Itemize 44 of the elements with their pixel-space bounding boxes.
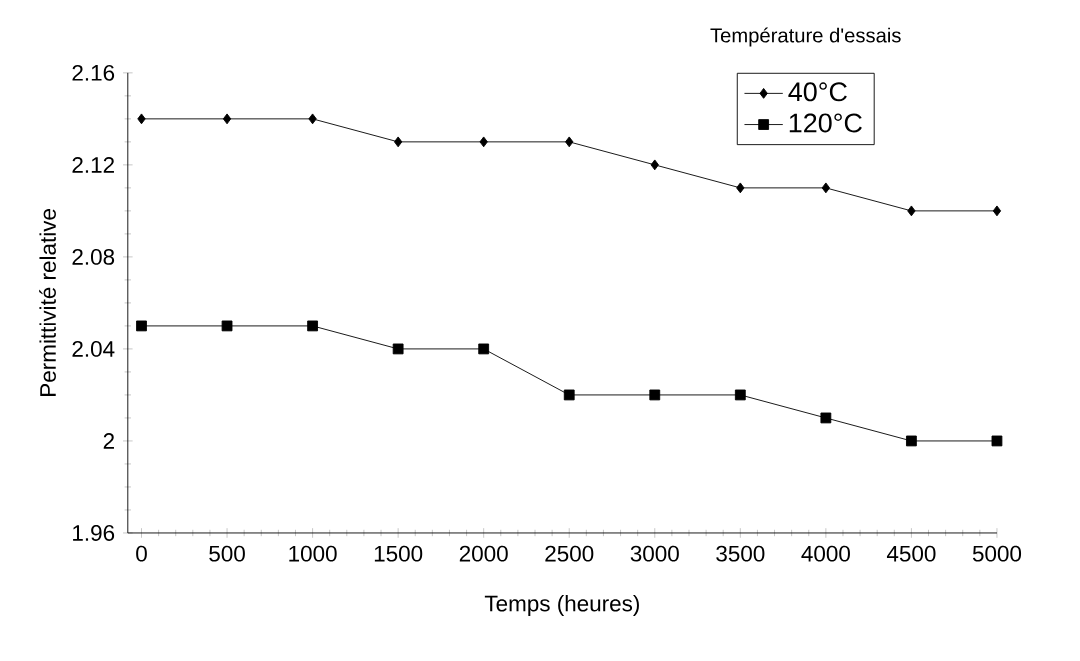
point bbox=[906, 435, 917, 447]
point bbox=[734, 389, 746, 401]
point bbox=[392, 343, 404, 355]
point bbox=[565, 136, 574, 148]
point bbox=[222, 113, 232, 125]
x-tick-label: 4000 bbox=[801, 545, 850, 562]
point bbox=[136, 320, 147, 332]
y-tick-label: 1.96 bbox=[73, 525, 115, 542]
x-tick-label: 3500 bbox=[716, 545, 765, 562]
y-tick-label: 2.04 bbox=[72, 341, 115, 357]
point bbox=[393, 136, 403, 148]
point bbox=[308, 113, 317, 125]
x-axis-title: Temps (heures) bbox=[484, 595, 639, 617]
x-tick-label: 5000 bbox=[972, 545, 1022, 562]
y-tick-label: 2 bbox=[103, 433, 114, 449]
point bbox=[307, 320, 318, 332]
point bbox=[137, 113, 146, 125]
x-tick-label: 2000 bbox=[459, 545, 508, 562]
legend-title: Température d'essais bbox=[710, 27, 901, 47]
x-tick-label: 4500 bbox=[886, 545, 936, 562]
point bbox=[992, 205, 1002, 217]
x-tick-label: 3000 bbox=[630, 545, 679, 562]
point bbox=[478, 343, 490, 355]
point bbox=[650, 159, 659, 171]
legend-label: 120°C bbox=[789, 113, 862, 133]
legend-label: 40°C bbox=[788, 82, 847, 102]
x-tick-label: 500 bbox=[209, 545, 245, 562]
x-tick-label: 0 bbox=[136, 545, 147, 562]
y-axis-title: Permittivité relative bbox=[39, 209, 56, 397]
y-tick-label: 2.12 bbox=[72, 157, 114, 173]
y-tick-label: 2.08 bbox=[72, 249, 115, 265]
point bbox=[736, 182, 745, 194]
point bbox=[821, 182, 831, 194]
point bbox=[649, 389, 661, 401]
y-tick-label: 2.16 bbox=[72, 65, 115, 81]
x-tick-label: 1000 bbox=[289, 545, 337, 562]
x-tick-label: 1500 bbox=[374, 545, 423, 562]
point bbox=[221, 320, 233, 332]
point bbox=[563, 389, 575, 401]
point bbox=[991, 435, 1003, 447]
point bbox=[479, 136, 488, 148]
point bbox=[820, 412, 832, 424]
point bbox=[907, 205, 916, 217]
x-tick-label: 2500 bbox=[545, 545, 594, 562]
